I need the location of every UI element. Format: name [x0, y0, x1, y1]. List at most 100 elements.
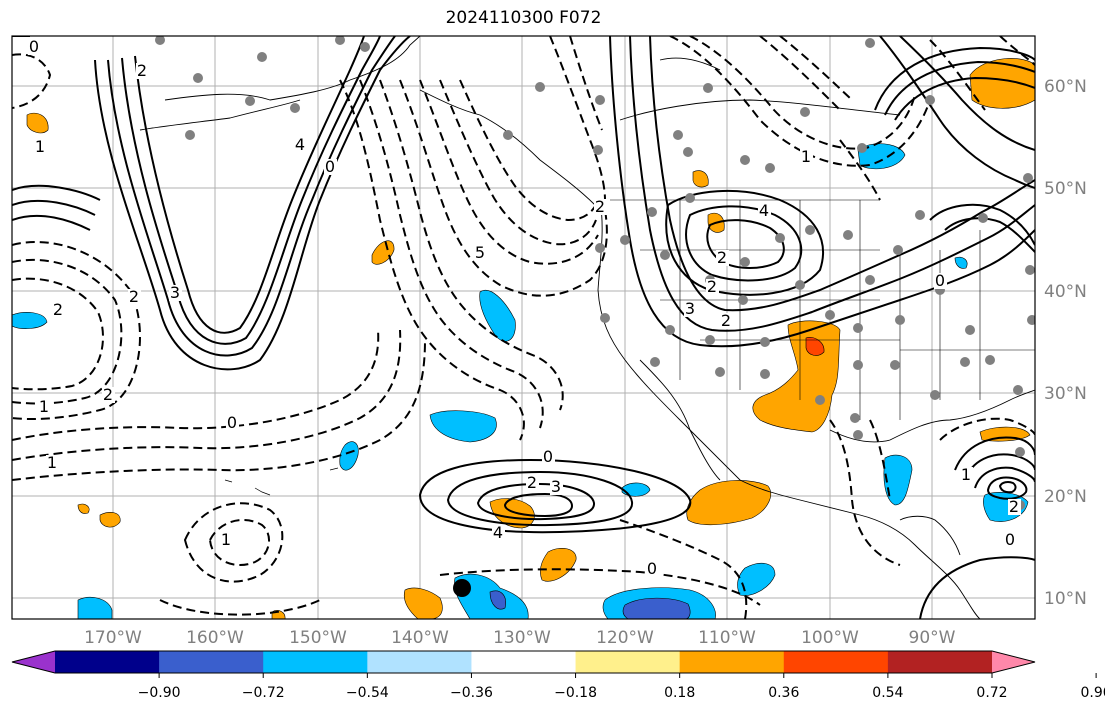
contour-label: 4 — [493, 523, 503, 542]
contour-label-bg — [46, 455, 59, 471]
colorbar-segment — [679, 651, 785, 673]
contour-label: 2 — [595, 197, 605, 216]
contour-label-bg — [550, 479, 563, 495]
longitude-labels: 170°W 160°W 150°W 140°W 130°W 120°W 110°W 100°W… — [84, 628, 956, 648]
colorbar-segment — [263, 651, 368, 673]
contour-label-bg — [934, 273, 947, 289]
contour-label: 2 — [1009, 497, 1019, 516]
contour-label: 2 — [129, 287, 139, 306]
colorbar-tick-label: 0.18 — [664, 685, 695, 701]
contour-label: 1 — [47, 453, 57, 472]
contour-label: 2 — [137, 61, 147, 80]
tropical-cyclone-marker — [453, 579, 471, 597]
contour-label: 0 — [29, 37, 39, 56]
colorbar-tick-label: −0.90 — [138, 685, 181, 701]
colorbar-extend-low — [12, 651, 55, 673]
figure-title: 2024110300 F072 — [445, 8, 602, 28]
colorbar-tick-label: 0.54 — [872, 685, 903, 701]
contour-label-bg — [136, 63, 149, 79]
colorbar-tick-label: −0.54 — [346, 685, 389, 701]
contour-label: 2 — [53, 300, 63, 319]
longitude-label: 130°W — [493, 628, 551, 648]
longitude-label: 90°W — [909, 628, 956, 648]
colorbar-extend-high — [992, 651, 1035, 673]
contour-label: 0 — [647, 559, 657, 578]
latitude-labels: 60°N 50°N 40°N 30°N 20°N 10°N — [1044, 77, 1087, 609]
contour-label-bg — [294, 137, 307, 153]
positive-contours — [12, 36, 1035, 619]
colorbar-segment — [575, 651, 681, 673]
contour-label: 0 — [1005, 530, 1015, 549]
contour-label-bg — [542, 449, 555, 465]
contour-label-bg — [646, 561, 659, 577]
colorbar-tick-label: 0.36 — [768, 685, 799, 701]
contour-label: 0 — [543, 447, 553, 466]
contour-label-bg — [706, 279, 719, 295]
contour-label: 1 — [221, 530, 231, 549]
contour-label-bg — [1008, 499, 1021, 515]
contour-label: 2 — [717, 248, 727, 267]
contour-label-bg — [128, 289, 141, 305]
colorbar: −0.90 −0.72 −0.54 −0.36 −0.18 0.18 0.36 0.54 0.7… — [11, 650, 1105, 701]
contour-label-bg — [492, 525, 505, 541]
contour-label: 4 — [295, 135, 305, 154]
contour-label: 3 — [170, 283, 180, 302]
colorbar-tick-label: −0.72 — [242, 685, 285, 701]
contour-label: 2 — [721, 311, 731, 330]
latitude-label: 60°N — [1044, 77, 1087, 97]
longitude-label: 160°W — [186, 628, 244, 648]
contour-label: 2 — [527, 473, 537, 492]
latitude-label: 10°N — [1044, 589, 1087, 609]
contour-label: 3 — [685, 299, 695, 318]
contour-label-bg — [169, 285, 182, 301]
map-frame — [11, 35, 1036, 620]
contour-label: 0 — [935, 271, 945, 290]
contour-label: 2 — [707, 277, 717, 296]
contour-label: 1 — [35, 137, 45, 156]
contour-label: 3 — [551, 477, 561, 496]
contour-label-bg — [1004, 532, 1017, 548]
longitude-label: 140°W — [391, 628, 449, 648]
colorbar-tick-label: 0.72 — [976, 685, 1007, 701]
contour-label-bg — [594, 199, 607, 215]
contour-label: 1 — [961, 465, 971, 484]
colorbar-tick-label: −0.18 — [554, 685, 597, 701]
contour-label-bg — [716, 250, 729, 266]
contour-label: 1 — [39, 397, 49, 416]
contour-label-bg — [28, 39, 41, 55]
contour-label-bg — [800, 149, 813, 165]
contour-label: 4 — [759, 201, 769, 220]
negative-contours — [12, 36, 1035, 619]
contour-label-bg — [34, 139, 47, 155]
islands — [224, 467, 339, 496]
contour-label-bg — [226, 415, 239, 431]
contour-label: 2 — [103, 385, 113, 404]
contour-label-bg — [102, 387, 115, 403]
longitude-label: 100°W — [801, 628, 859, 648]
colorbar-segment — [55, 651, 160, 673]
contour-label-bg — [526, 475, 539, 491]
contour-label: 0 — [227, 413, 237, 432]
latitude-label: 40°N — [1044, 282, 1087, 302]
colorbar-segment — [159, 651, 264, 673]
contour-label-bg — [758, 203, 771, 219]
contour-label-bg — [960, 467, 973, 483]
colorbar-segment — [367, 651, 472, 673]
contour-label: 0 — [325, 157, 335, 176]
longitude-label: 170°W — [84, 628, 142, 648]
contour-label-bg — [474, 245, 487, 261]
colorbar-outline — [11, 650, 1036, 674]
contour-label-bg — [38, 399, 51, 415]
latitude-label: 50°N — [1044, 179, 1087, 199]
colorbar-segment — [887, 651, 993, 673]
longitude-label: 150°W — [289, 628, 347, 648]
latitude-label: 30°N — [1044, 384, 1087, 404]
colorbar-segment — [783, 651, 889, 673]
colorbar-tick-label: −0.36 — [450, 685, 493, 701]
contour-label: 1 — [801, 147, 811, 166]
contour-label-bg — [720, 313, 733, 329]
contour-label: 5 — [475, 243, 485, 262]
longitude-label: 110°W — [698, 628, 756, 648]
contour-label-bg — [324, 159, 337, 175]
